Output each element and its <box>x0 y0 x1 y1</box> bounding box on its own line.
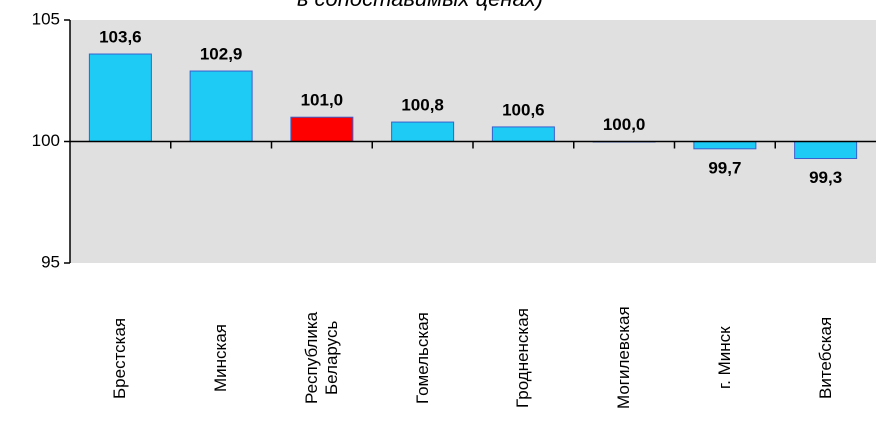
bar <box>88 53 152 143</box>
page: в сопоставимых ценах) 95 100 105 103,6 102,9… <box>31 0 876 410</box>
bar <box>391 121 455 142</box>
bar <box>491 126 555 142</box>
value-label: 99,7 <box>708 158 741 177</box>
y-tick-label: 105 <box>32 9 60 28</box>
bar <box>794 141 858 160</box>
x-tick-label: Республика Беларусь <box>301 311 341 405</box>
y-tick-label: 95 <box>41 252 60 271</box>
bar <box>693 141 757 150</box>
x-tick-label: Брестская <box>110 317 130 399</box>
y-tick-label: 100 <box>32 131 60 150</box>
chart: в сопоставимых ценах) 95 100 105 103,6 102,9… <box>32 0 876 271</box>
value-label: 103,6 <box>99 28 142 47</box>
x-tick-label: Витебская <box>815 316 835 400</box>
value-label: 100,0 <box>603 115 646 134</box>
value-label: 100,6 <box>502 100 545 119</box>
x-tick-label: Гомельская <box>412 312 432 404</box>
bar <box>290 116 354 142</box>
x-tick-label: г. Минск <box>714 326 734 390</box>
chart-title: в сопоставимых ценах) <box>297 0 543 11</box>
x-tick-label: Могилевская <box>614 306 634 410</box>
x-tick-label: Гродненская <box>513 308 533 408</box>
bar <box>189 70 253 142</box>
x-tick-label: Минская <box>211 323 231 393</box>
value-label: 101,0 <box>301 91 344 110</box>
value-label: 100,8 <box>401 96 444 115</box>
value-label: 99,3 <box>809 168 842 187</box>
value-label: 102,9 <box>200 45 243 64</box>
